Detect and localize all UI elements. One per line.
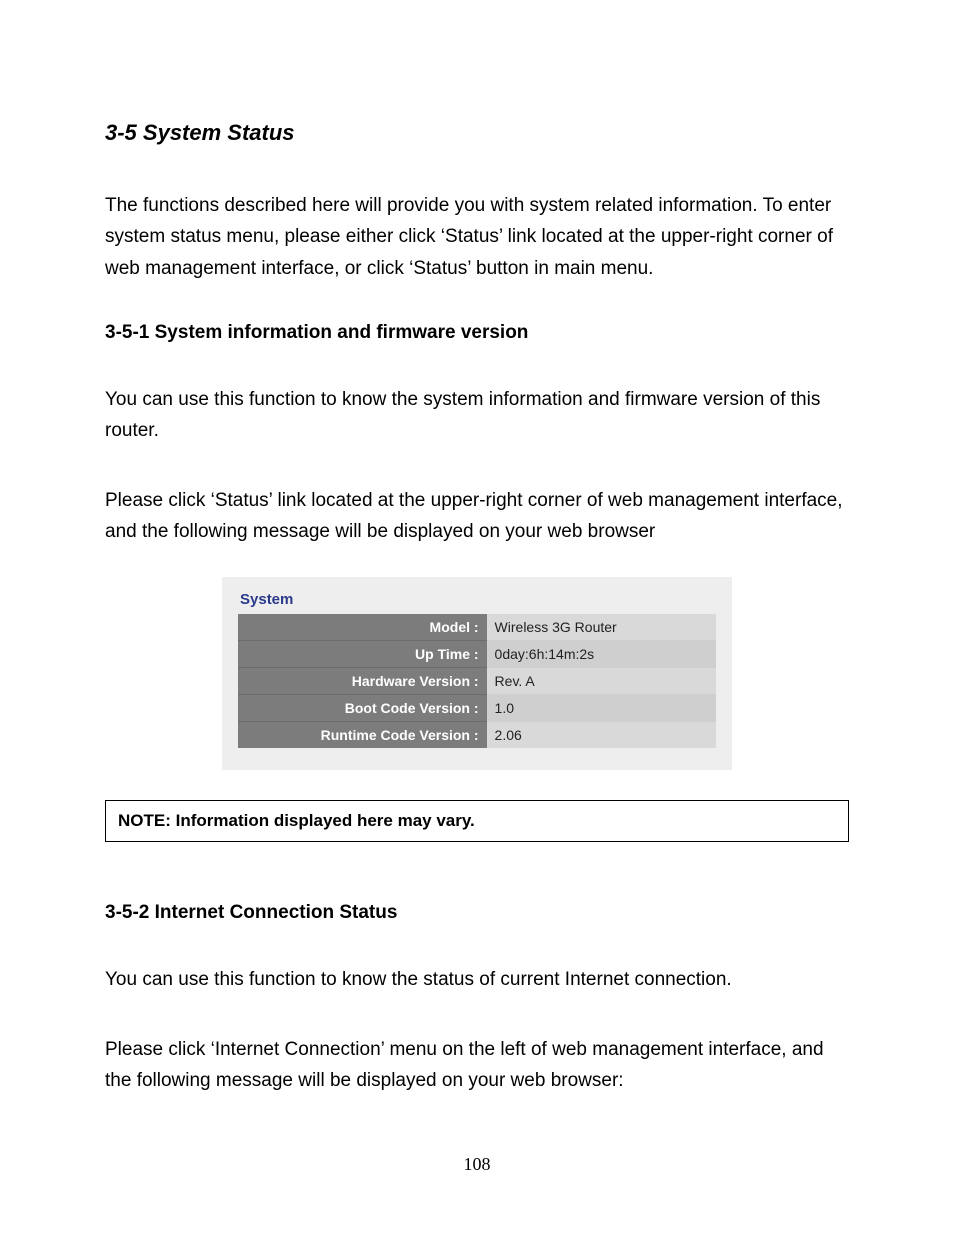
row-label: Model :	[238, 614, 487, 641]
row-value: 0day:6h:14m:2s	[487, 641, 716, 668]
table-row: Runtime Code Version : 2.06	[238, 722, 716, 749]
paragraph-intro: The functions described here will provid…	[105, 190, 849, 284]
row-label: Runtime Code Version :	[238, 722, 487, 749]
heading-system-status: 3-5 System Status	[105, 120, 849, 146]
row-label: Hardware Version :	[238, 668, 487, 695]
row-value: Wireless 3G Router	[487, 614, 716, 641]
heading-3-5-2: 3-5-2 Internet Connection Status	[105, 902, 849, 924]
heading-3-5-1: 3-5-1 System information and firmware ve…	[105, 322, 849, 344]
row-value: 1.0	[487, 695, 716, 722]
system-info-panel: System Model : Wireless 3G Router Up Tim…	[222, 577, 732, 770]
paragraph-3-5-2-a: You can use this function to know the st…	[105, 964, 849, 995]
table-row: Up Time : 0day:6h:14m:2s	[238, 641, 716, 668]
table-row: Hardware Version : Rev. A	[238, 668, 716, 695]
page-number: 108	[0, 1154, 954, 1175]
paragraph-3-5-1-a: You can use this function to know the sy…	[105, 384, 849, 447]
paragraph-3-5-2-b: Please click ‘Internet Connection’ menu …	[105, 1034, 849, 1097]
panel-title: System	[238, 591, 716, 608]
paragraph-3-5-1-b: Please click ‘Status’ link located at th…	[105, 485, 849, 548]
table-row: Boot Code Version : 1.0	[238, 695, 716, 722]
row-value: Rev. A	[487, 668, 716, 695]
row-label: Up Time :	[238, 641, 487, 668]
note-box: NOTE: Information displayed here may var…	[105, 800, 849, 842]
table-row: Model : Wireless 3G Router	[238, 614, 716, 641]
row-value: 2.06	[487, 722, 716, 749]
document-page: 3-5 System Status The functions describe…	[0, 0, 954, 1235]
system-info-table: Model : Wireless 3G Router Up Time : 0da…	[238, 614, 716, 748]
row-label: Boot Code Version :	[238, 695, 487, 722]
